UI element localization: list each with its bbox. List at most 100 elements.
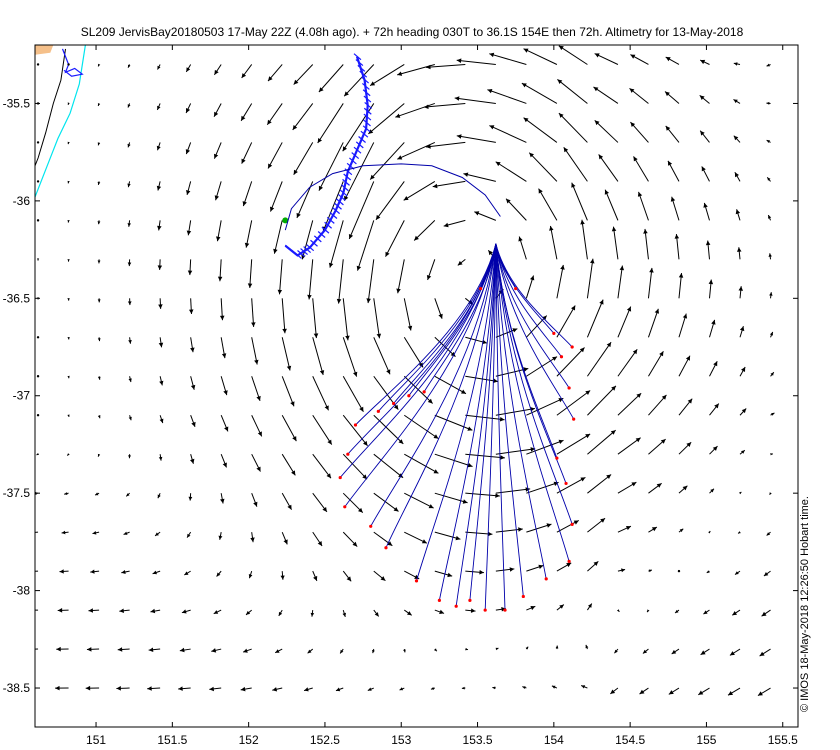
current-arrow-162 — [403, 298, 413, 331]
current-arrow-head — [121, 570, 126, 574]
current-arrow-108 — [273, 220, 283, 254]
current-arrow-273 — [739, 449, 746, 455]
current-arrow-head — [771, 412, 775, 416]
current-arrow-head — [733, 135, 739, 141]
current-arrow-32 — [240, 103, 253, 122]
current-arrow-46 — [664, 91, 680, 104]
current-arrow-head — [256, 395, 261, 401]
current-arrow-248 — [739, 408, 747, 416]
current-arrow-head — [396, 288, 401, 294]
current-arrow-350 — [35, 609, 39, 611]
current-arrow-98 — [734, 171, 741, 182]
current-arrow-173 — [738, 286, 743, 299]
current-arrow-339 — [465, 570, 484, 575]
current-arrow-head — [560, 264, 565, 270]
current-arrow-head — [313, 575, 318, 581]
current-arrow-shaft — [432, 180, 466, 188]
current-arrow-292 — [556, 476, 586, 494]
current-arrow-255 — [190, 454, 195, 464]
x-tick-label-6: 154 — [544, 733, 564, 747]
current-arrow-head — [443, 222, 449, 228]
current-arrow-303 — [123, 531, 130, 535]
current-arrow-head — [525, 646, 529, 650]
current-arrow-151 — [67, 298, 70, 301]
forecast-end-19 — [570, 522, 574, 526]
y-tick-label-3: -37 — [13, 389, 31, 403]
current-arrow-head — [573, 520, 579, 525]
current-arrow-shaft — [648, 394, 667, 416]
current-arrow-head — [457, 260, 463, 266]
current-arrow-head — [283, 539, 288, 545]
current-arrow-239 — [465, 414, 505, 422]
glider-track-tick — [355, 59, 364, 66]
current-arrow-shaft — [403, 298, 412, 331]
current-arrow-shaft — [348, 181, 375, 240]
current-arrow-70 — [630, 121, 649, 143]
current-arrow-1 — [67, 63, 70, 66]
current-arrow-86 — [348, 181, 375, 240]
current-arrow-head — [155, 532, 159, 536]
current-arrow-181 — [220, 337, 227, 359]
current-arrow-128 — [127, 259, 132, 267]
current-arrow-101 — [67, 220, 70, 223]
current-arrow-11 — [343, 64, 375, 97]
current-arrow-264 — [465, 453, 505, 460]
current-arrow-head — [98, 63, 101, 67]
current-arrow-shaft — [587, 341, 612, 377]
current-arrow-shaft — [563, 147, 588, 182]
forecast-track-13 — [469, 243, 497, 601]
current-arrow-201 — [67, 375, 70, 379]
current-arrow-97 — [701, 166, 710, 182]
forecast-outbound-track — [284, 163, 501, 231]
current-arrow-head — [97, 221, 101, 225]
current-arrow-head — [126, 493, 130, 497]
current-arrow-300 — [35, 531, 39, 533]
current-arrow-head — [403, 649, 406, 653]
current-arrow-47 — [699, 95, 710, 104]
current-arrow-96 — [667, 160, 680, 182]
current-arrow-head — [184, 571, 189, 575]
current-arrow-26 — [67, 102, 70, 106]
current-arrow-208 — [281, 376, 295, 407]
current-arrow-dot — [36, 219, 40, 222]
current-arrow-286 — [373, 492, 399, 512]
current-arrow-27 — [97, 103, 101, 107]
current-arrow-head — [190, 347, 195, 353]
current-arrow-head — [766, 101, 770, 105]
current-arrow-136 — [366, 259, 375, 304]
current-arrow-head — [639, 689, 645, 694]
current-arrow-shaft — [556, 264, 564, 299]
current-arrow-shaft — [465, 375, 498, 382]
current-arrow-142 — [549, 225, 558, 260]
current-arrow-shaft — [463, 173, 496, 182]
current-arrow-head — [668, 160, 673, 166]
current-arrow-head — [735, 209, 741, 215]
current-arrow-head — [456, 58, 462, 63]
current-arrow-head — [398, 473, 404, 478]
current-arrow-shaft — [528, 152, 558, 182]
current-arrow-61 — [343, 142, 375, 201]
current-arrow-shaft — [521, 82, 558, 104]
current-arrow-head — [555, 645, 559, 649]
current-arrow-head — [732, 611, 737, 616]
current-arrow-head — [97, 142, 101, 146]
current-arrow-329 — [152, 570, 161, 575]
current-arrow-shaft — [526, 481, 559, 494]
current-arrow-shaft — [617, 392, 642, 416]
glider-track-tick — [363, 107, 372, 115]
current-arrow-24 — [766, 63, 771, 67]
current-arrow-head — [241, 115, 246, 121]
current-arrow-head — [370, 174, 375, 180]
current-arrow-head — [186, 108, 191, 113]
x-tick-label-1: 151.5 — [157, 733, 187, 747]
current-arrow-391 — [525, 646, 529, 650]
forecast-track-14 — [484, 243, 497, 611]
current-arrow-head — [128, 64, 131, 68]
forecast-end-15 — [503, 608, 507, 612]
current-arrow-head — [97, 299, 101, 303]
current-arrow-55 — [185, 142, 192, 155]
current-arrow-82 — [242, 181, 253, 207]
current-arrow-126 — [67, 259, 70, 262]
current-arrow-29 — [156, 103, 161, 111]
current-arrow-head — [240, 686, 246, 692]
